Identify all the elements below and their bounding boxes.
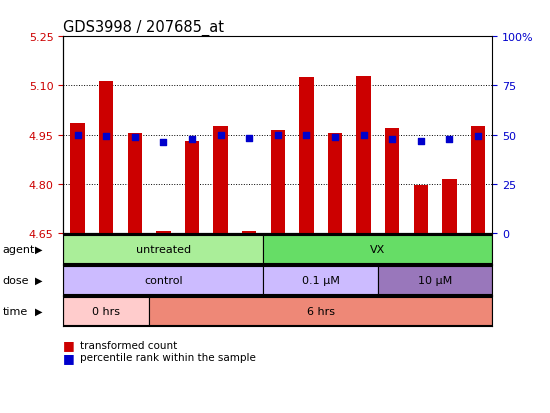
Text: 0 hrs: 0 hrs — [92, 306, 120, 316]
Bar — [99, 81, 113, 233]
Bar — [414, 186, 428, 233]
Point — [359, 132, 368, 139]
Bar — [263, 235, 492, 264]
Point — [331, 135, 339, 141]
Text: GSM830926: GSM830926 — [102, 235, 111, 290]
Point — [102, 133, 111, 140]
Text: 10 μM: 10 μM — [418, 275, 452, 285]
Text: GSM830932: GSM830932 — [273, 235, 282, 290]
Bar — [263, 266, 378, 295]
Text: control: control — [144, 275, 183, 285]
Point — [445, 136, 454, 143]
Bar — [63, 235, 263, 264]
Text: GSM830931: GSM830931 — [245, 235, 254, 290]
Bar — [356, 76, 371, 233]
Text: GDS3998 / 207685_at: GDS3998 / 207685_at — [63, 20, 224, 36]
Text: ▶: ▶ — [35, 244, 42, 254]
Point — [73, 133, 82, 139]
Text: 0.1 μM: 0.1 μM — [302, 275, 339, 285]
Text: VX: VX — [370, 244, 386, 254]
Bar — [385, 129, 399, 233]
Text: ▶: ▶ — [35, 275, 42, 285]
Text: GSM830927: GSM830927 — [130, 235, 139, 290]
Text: agent: agent — [3, 244, 35, 254]
Text: ■: ■ — [63, 351, 75, 364]
Text: ▶: ▶ — [35, 306, 42, 316]
Text: GSM830938: GSM830938 — [445, 235, 454, 290]
Point — [130, 135, 139, 141]
Text: GSM830936: GSM830936 — [388, 235, 397, 290]
Bar — [185, 142, 199, 233]
Text: GSM830930: GSM830930 — [216, 235, 225, 290]
Bar — [242, 232, 256, 233]
Bar — [149, 297, 492, 326]
Text: percentile rank within the sample: percentile rank within the sample — [80, 352, 256, 362]
Text: ■: ■ — [63, 338, 75, 351]
Bar — [442, 179, 456, 233]
Bar — [63, 266, 263, 295]
Text: GSM830934: GSM830934 — [331, 235, 339, 290]
Text: GSM830928: GSM830928 — [159, 235, 168, 290]
Point — [388, 136, 397, 142]
Text: transformed count: transformed count — [80, 340, 177, 350]
Text: GSM830937: GSM830937 — [416, 235, 425, 290]
Bar — [70, 124, 85, 233]
Text: untreated: untreated — [136, 244, 191, 254]
Text: GSM830929: GSM830929 — [188, 235, 196, 290]
Text: 6 hrs: 6 hrs — [307, 306, 334, 316]
Bar — [128, 134, 142, 233]
Bar — [471, 127, 485, 233]
Point — [159, 139, 168, 146]
Text: time: time — [3, 306, 28, 316]
Text: GSM830925: GSM830925 — [73, 235, 82, 290]
Text: GSM830935: GSM830935 — [359, 235, 368, 290]
Point — [474, 133, 482, 140]
Point — [302, 132, 311, 139]
Bar — [156, 232, 170, 233]
Point — [216, 133, 225, 139]
Bar — [378, 266, 492, 295]
Text: dose: dose — [3, 275, 29, 285]
Bar — [271, 131, 285, 233]
Bar — [213, 127, 228, 233]
Text: GSM830933: GSM830933 — [302, 235, 311, 290]
Point — [188, 136, 196, 143]
Bar — [63, 297, 149, 326]
Bar — [328, 134, 342, 233]
Point — [273, 133, 282, 139]
Bar — [299, 78, 314, 233]
Text: GSM830939: GSM830939 — [474, 235, 482, 290]
Point — [416, 138, 425, 145]
Point — [245, 135, 254, 142]
